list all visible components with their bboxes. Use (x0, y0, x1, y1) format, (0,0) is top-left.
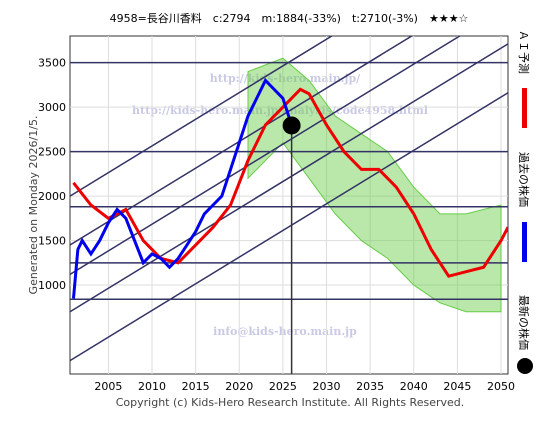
legend-swatch (517, 358, 533, 374)
forecast-band (247, 57, 502, 313)
legend-swatch (522, 222, 527, 262)
y-tick-label: 1500 (38, 235, 66, 248)
trend-line (70, 36, 334, 197)
series-line (71, 77, 294, 299)
chart-title: 4958=長谷川香料 c:2794 m:1884(-33%) t:2710(-3… (110, 11, 469, 25)
legend-label: 過去の株価 (517, 152, 531, 207)
x-tick-label: 2010 (138, 380, 166, 393)
x-tick-label: 2045 (443, 380, 471, 393)
side-text: Generated on Monday 2026/1/5. (27, 116, 40, 295)
footer: Copyright (c) Kids-Hero Research Institu… (116, 396, 465, 409)
x-tick-label: 2035 (356, 380, 384, 393)
y-tick-label: 3000 (38, 101, 66, 114)
x-tick-label: 2015 (182, 380, 210, 393)
trend-line (70, 36, 414, 246)
legend-label: ＡＩ予測 (517, 30, 531, 74)
trend-line (70, 36, 462, 276)
x-tick-label: 2025 (269, 380, 297, 393)
y-tick-label: 1000 (38, 279, 66, 292)
x-tick-label: 2005 (94, 380, 122, 393)
legend-label: 最新の株価 (517, 295, 531, 350)
latest-point (282, 116, 301, 135)
x-tick-label: 2030 (313, 380, 341, 393)
x-tick-label: 2050 (487, 380, 515, 393)
trend-line (70, 92, 508, 362)
x-tick-label: 2040 (400, 380, 428, 393)
x-tick-label: 2020 (225, 380, 253, 393)
legend-swatch (522, 88, 527, 128)
watermark: info@kids-hero.main.jp (213, 325, 357, 338)
y-tick-label: 2500 (38, 146, 66, 159)
plot-area (69, 35, 509, 375)
legend: ＡＩ予測 過去の株価 最新の株価 (517, 30, 533, 374)
y-tick-label: 2000 (38, 190, 66, 203)
series-line (72, 87, 508, 278)
y-tick-label: 3500 (38, 57, 66, 70)
trend-line (70, 43, 508, 313)
plot-layer: http://kids-hero.main.jp/http://kids-her… (70, 36, 508, 374)
